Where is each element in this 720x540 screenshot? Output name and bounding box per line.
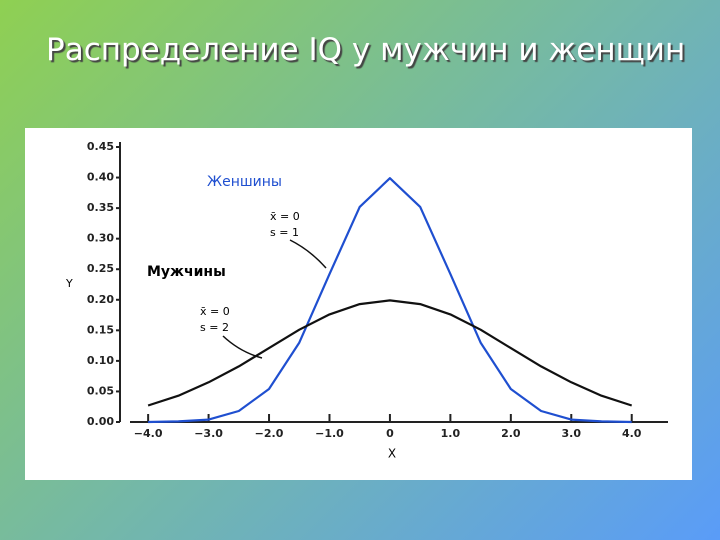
x-tick-label: −3.0 (194, 427, 223, 440)
y-tick-label: 0.10 (87, 354, 114, 367)
y-tick-label: 0.40 (87, 171, 114, 184)
x-tick-label: 3.0 (562, 427, 582, 440)
y-tick-label: 0.05 (87, 384, 114, 397)
annotation: x̄ = 0 (270, 210, 300, 223)
x-tick-label: −4.0 (134, 427, 163, 440)
legend-label: Женшины (207, 174, 282, 190)
y-tick-label: 0.00 (87, 415, 114, 428)
pointer-arrow (289, 239, 327, 269)
slide-title: Распределение IQ у мужчин и женщин (46, 32, 686, 68)
x-tick-label: 2.0 (501, 427, 521, 440)
y-tick-label: 0.20 (87, 293, 114, 306)
x-tick-label: 1.0 (441, 427, 461, 440)
y-tick-label: 0.15 (87, 323, 114, 336)
y-tick-label: 0.30 (87, 232, 114, 245)
annotation: x̄ = 0 (200, 305, 230, 318)
x-tick-label: 4.0 (622, 427, 642, 440)
y-tick-label: 0.45 (87, 140, 114, 153)
x-tick-label: −2.0 (255, 427, 284, 440)
y-axis-label: Y (65, 277, 73, 290)
y-tick-label: 0.25 (87, 262, 114, 275)
x-tick-label: −1.0 (315, 427, 344, 440)
series-line (148, 177, 632, 424)
x-tick-label: 0 (386, 427, 394, 440)
y-tick-label: 0.35 (87, 201, 114, 214)
legend-label: Мужчины (147, 264, 226, 280)
pointer-arrow (222, 335, 263, 359)
annotation: s = 2 (200, 321, 229, 334)
series-line (147, 299, 633, 407)
annotation: s = 1 (270, 226, 299, 239)
x-axis-label: X (388, 447, 396, 461)
